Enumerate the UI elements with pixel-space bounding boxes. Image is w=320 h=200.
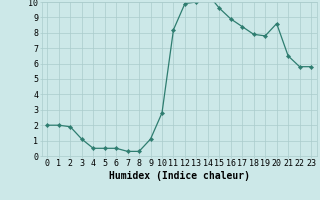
X-axis label: Humidex (Indice chaleur): Humidex (Indice chaleur) bbox=[109, 171, 250, 181]
